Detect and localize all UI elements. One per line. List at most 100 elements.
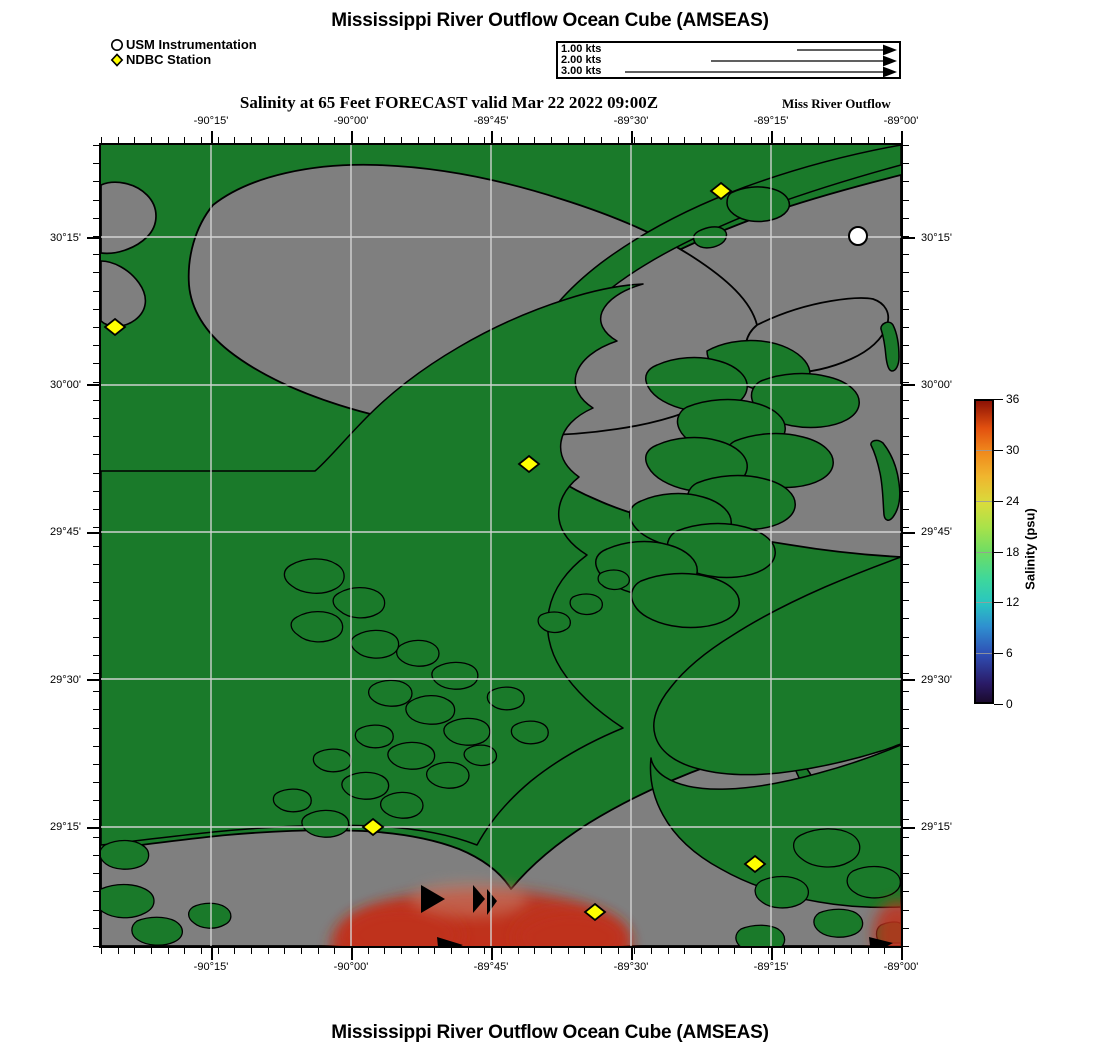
axis-tick: [903, 891, 909, 893]
ndbc-station-marker[interactable]: [103, 317, 127, 337]
axis-tick: [903, 618, 909, 620]
axis-tick: [903, 727, 909, 729]
axis-tick: [801, 948, 802, 954]
axis-tick: [601, 948, 602, 954]
colorbar-tick-label: 36: [1006, 392, 1020, 406]
axis-tick: [701, 948, 702, 954]
axis-tick: [484, 948, 486, 954]
axis-tick: [903, 873, 909, 875]
axis-tick: [903, 818, 909, 820]
station-markers[interactable]: [103, 181, 868, 922]
axis-tick: [903, 946, 909, 947]
axis-tick: [834, 948, 836, 954]
axis-tick: [903, 290, 909, 292]
axis-tick: [350, 131, 353, 143]
axis-tick: [490, 131, 493, 143]
axis-tick: [903, 327, 909, 329]
vector-arrow-4: [437, 937, 463, 946]
axis-tick: [903, 709, 909, 711]
axis-tick: [184, 948, 186, 954]
axis-tick: [210, 948, 213, 960]
chart-subtitle: Salinity at 65 Feet FORECAST valid Mar 2…: [239, 93, 659, 112]
axis-tick: [267, 948, 269, 954]
land-chandeleur-island-north: [870, 439, 901, 521]
axis-tick: [167, 948, 169, 954]
axis-top: -90°15' -90°00' -89°45' -89°30' -89°15' -89°0…: [101, 115, 918, 143]
axis-tick: [101, 948, 102, 954]
axis-tick-label: -89°15': [753, 961, 789, 973]
axis-tick: [903, 490, 909, 492]
axis-bottom: -90°15' -90°00' -89°45' -89°30' -89°15' -89°0…: [101, 948, 918, 974]
axis-tick-label: 30°15': [50, 231, 81, 244]
colorbar-tick: [994, 602, 1003, 604]
axis-tick-label: -90°15': [193, 961, 229, 973]
axis-tick: [903, 527, 909, 529]
axis-tick: [87, 384, 99, 387]
ndbc-station-marker[interactable]: [583, 902, 607, 922]
axis-tick: [903, 363, 909, 365]
map-canvas[interactable]: [99, 143, 903, 948]
axis-tick: [630, 948, 633, 960]
axis-tick: [417, 948, 419, 954]
axis-tick-label: -90°00': [333, 961, 369, 973]
ndbc-station-marker[interactable]: [743, 854, 767, 874]
ndbc-station-marker[interactable]: [361, 817, 385, 837]
axis-tick: [784, 948, 786, 954]
colorbar-tick: [994, 653, 1003, 655]
axis-tick: [903, 636, 909, 638]
axis-tick-label: 29°15': [50, 821, 81, 834]
ndbc-station-marker[interactable]: [709, 181, 733, 201]
axis-tick-label: 29°30': [50, 673, 81, 686]
axis-tick: [903, 345, 909, 347]
axis-tick: [284, 948, 286, 954]
colorbar-inner-tick: [976, 602, 992, 604]
colorbar-tick-label: 18: [1006, 544, 1020, 559]
dataset-label: Miss River Outflow: [782, 96, 891, 111]
colorbar-tick-label: 24: [1006, 493, 1020, 508]
axis-tick: [384, 948, 386, 954]
axis-tick: [903, 763, 909, 765]
axis-tick-label: 30°15': [921, 231, 952, 244]
axis-tick: [667, 948, 669, 954]
colorbar-tick: [994, 551, 1003, 553]
velocity-scale-row-2: 2.00 kts: [558, 54, 899, 67]
axis-tick-label: -90°15': [193, 115, 229, 127]
axis-tick: [770, 948, 773, 960]
land-chandeleur-island-mid: [880, 321, 900, 372]
axis-tick: [367, 948, 369, 954]
axis-tick: [903, 418, 909, 420]
axis-tick: [217, 948, 219, 954]
axis-tick: [334, 948, 336, 954]
circle-marker-icon: [111, 38, 123, 51]
lake-maurepas: [101, 181, 157, 255]
axis-tick: [903, 679, 915, 682]
axis-tick: [651, 948, 652, 954]
map-svg[interactable]: [101, 145, 901, 946]
axis-tick: [87, 826, 99, 829]
axis-tick: [151, 948, 152, 954]
page-title: Mississippi River Outflow Ocean Cube (AM…: [331, 10, 769, 31]
usm-instrumentation-marker[interactable]: [848, 226, 868, 246]
colorbar-tick: [994, 704, 1003, 705]
axis-tick: [903, 600, 909, 602]
axis-tick: [900, 131, 903, 143]
axis-tick: [134, 948, 136, 954]
colorbar-tick-label: 6: [1006, 646, 1013, 661]
colorbar-axis-title: Salinity (psu): [1022, 508, 1038, 590]
axis-tick: [903, 782, 909, 784]
axis-tick: [903, 384, 915, 387]
colorbar-tick-label: 12: [1006, 595, 1020, 610]
axis-tick: [903, 509, 909, 511]
axis-tick: [903, 909, 909, 911]
colorbar-inner-tick: [976, 449, 992, 451]
marsh-islets: [272, 569, 631, 838]
axis-tick: [903, 826, 915, 829]
axis-tick: [567, 948, 569, 954]
velocity-arrow-2-icon: [711, 55, 897, 67]
axis-tick: [87, 679, 99, 682]
ndbc-station-marker[interactable]: [517, 454, 541, 474]
axis-tick: [210, 131, 213, 143]
marker-legend: USM Instrumentation NDBC Station: [110, 37, 257, 67]
axis-tick: [903, 472, 909, 474]
axis-tick: [903, 163, 909, 165]
